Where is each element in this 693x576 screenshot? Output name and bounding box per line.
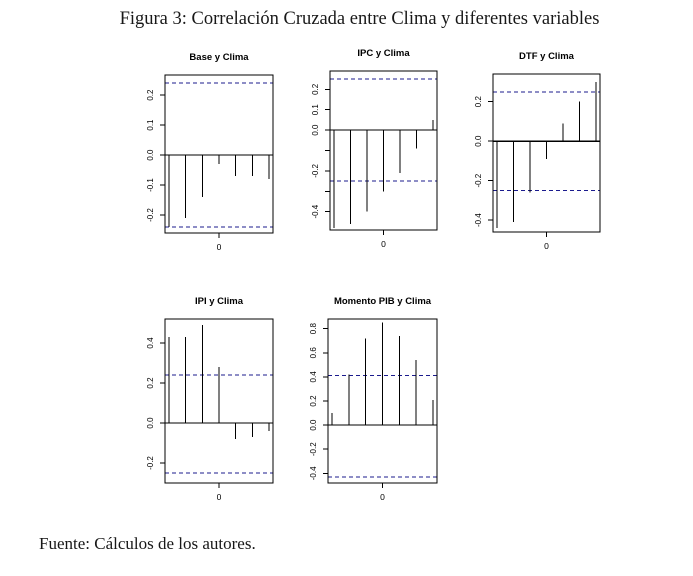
y-tick-label: 0.0 bbox=[146, 417, 155, 429]
y-tick-label: -0.4 bbox=[309, 466, 318, 480]
y-tick-label: 0.0 bbox=[311, 124, 320, 136]
x-tick-label: 0 bbox=[217, 242, 222, 252]
y-tick-label: 0.2 bbox=[146, 377, 155, 389]
y-tick-label: -0.4 bbox=[311, 204, 320, 218]
source-note: Fuente: Cálculos de los autores. bbox=[39, 534, 256, 553]
ccf-plot-svg: IPC y Clima 0.2 0.1 0.0 -0.2 -0.4 0 bbox=[311, 48, 438, 249]
y-tick-label: -0.2 bbox=[311, 163, 320, 177]
ccf-plot-svg: Momento PIB y Clima 0.8 0.6 0.4 0.2 0.0 -0.2 -0… bbox=[309, 296, 438, 502]
ccf-panel-momento-pib-y-clima: Momento PIB y Clima 0.8 0.6 0.4 0.2 0.0 -0.2 -0… bbox=[283, 291, 451, 515]
y-tick-label: 0.0 bbox=[146, 149, 155, 161]
panel-title: DTF y Clima bbox=[519, 51, 575, 62]
x-tick-label: 0 bbox=[544, 241, 549, 251]
y-tick-label: -0.2 bbox=[309, 442, 318, 456]
y-tick-label: 0.6 bbox=[309, 347, 318, 359]
y-tick-label: 0.4 bbox=[146, 337, 155, 349]
panel-title: Base y Clima bbox=[189, 52, 249, 63]
y-tick-label: 0.0 bbox=[474, 135, 483, 147]
ccf-plot-svg: DTF y Clima 0.2 0.0 -0.2 -0.4 0 bbox=[474, 51, 601, 251]
ccf-plot-svg: Base y Clima 0.2 0.1 0.0 -0.1 -0.2 0 bbox=[146, 52, 274, 252]
ccf-panel-ipc-y-clima: IPC y Clima 0.2 0.1 0.0 -0.2 -0.4 0 bbox=[285, 43, 451, 262]
x-tick-label: 0 bbox=[217, 492, 222, 502]
y-tick-label: -0.1 bbox=[146, 178, 155, 192]
y-tick-label: -0.2 bbox=[146, 456, 155, 470]
y-tick-label: 0.2 bbox=[311, 83, 320, 95]
plot-box bbox=[164, 74, 274, 234]
panel-title: IPI y Clima bbox=[195, 296, 244, 307]
figure-title: Figura 3: Correlación Cruzada entre Clim… bbox=[119, 9, 600, 29]
y-tick-label: 0.2 bbox=[146, 89, 155, 101]
y-tick-label: 0.1 bbox=[311, 104, 320, 116]
ccf-panel-dtf-y-clima: DTF y Clima 0.2 0.0 -0.2 -0.4 0 bbox=[448, 46, 614, 264]
ccf-plot-svg: IPI y Clima 0.4 0.2 0.0 -0.2 0 bbox=[146, 296, 274, 502]
y-tick-label: 0.1 bbox=[146, 119, 155, 131]
y-tick-label: 0.0 bbox=[309, 419, 318, 431]
panel-title: Momento PIB y Clima bbox=[334, 296, 432, 307]
y-tick-label: -0.2 bbox=[146, 208, 155, 222]
ccf-panel-ipi-y-clima: IPI y Clima 0.4 0.2 0.0 -0.2 0 bbox=[120, 291, 287, 515]
panel-title: IPC y Clima bbox=[357, 48, 410, 59]
x-tick-label: 0 bbox=[380, 492, 385, 502]
y-tick-label: 0.2 bbox=[474, 96, 483, 108]
y-tick-label: -0.2 bbox=[474, 173, 483, 187]
x-tick-label: 0 bbox=[381, 239, 386, 249]
y-tick-label: 0.2 bbox=[309, 395, 318, 407]
y-tick-label: 0.4 bbox=[309, 371, 318, 383]
ccf-panel-base-y-clima: Base y Clima 0.2 0.1 0.0 -0.1 -0.2 0 bbox=[120, 47, 287, 265]
y-tick-label: 0.8 bbox=[309, 323, 318, 335]
y-tick-label: -0.4 bbox=[474, 213, 483, 227]
